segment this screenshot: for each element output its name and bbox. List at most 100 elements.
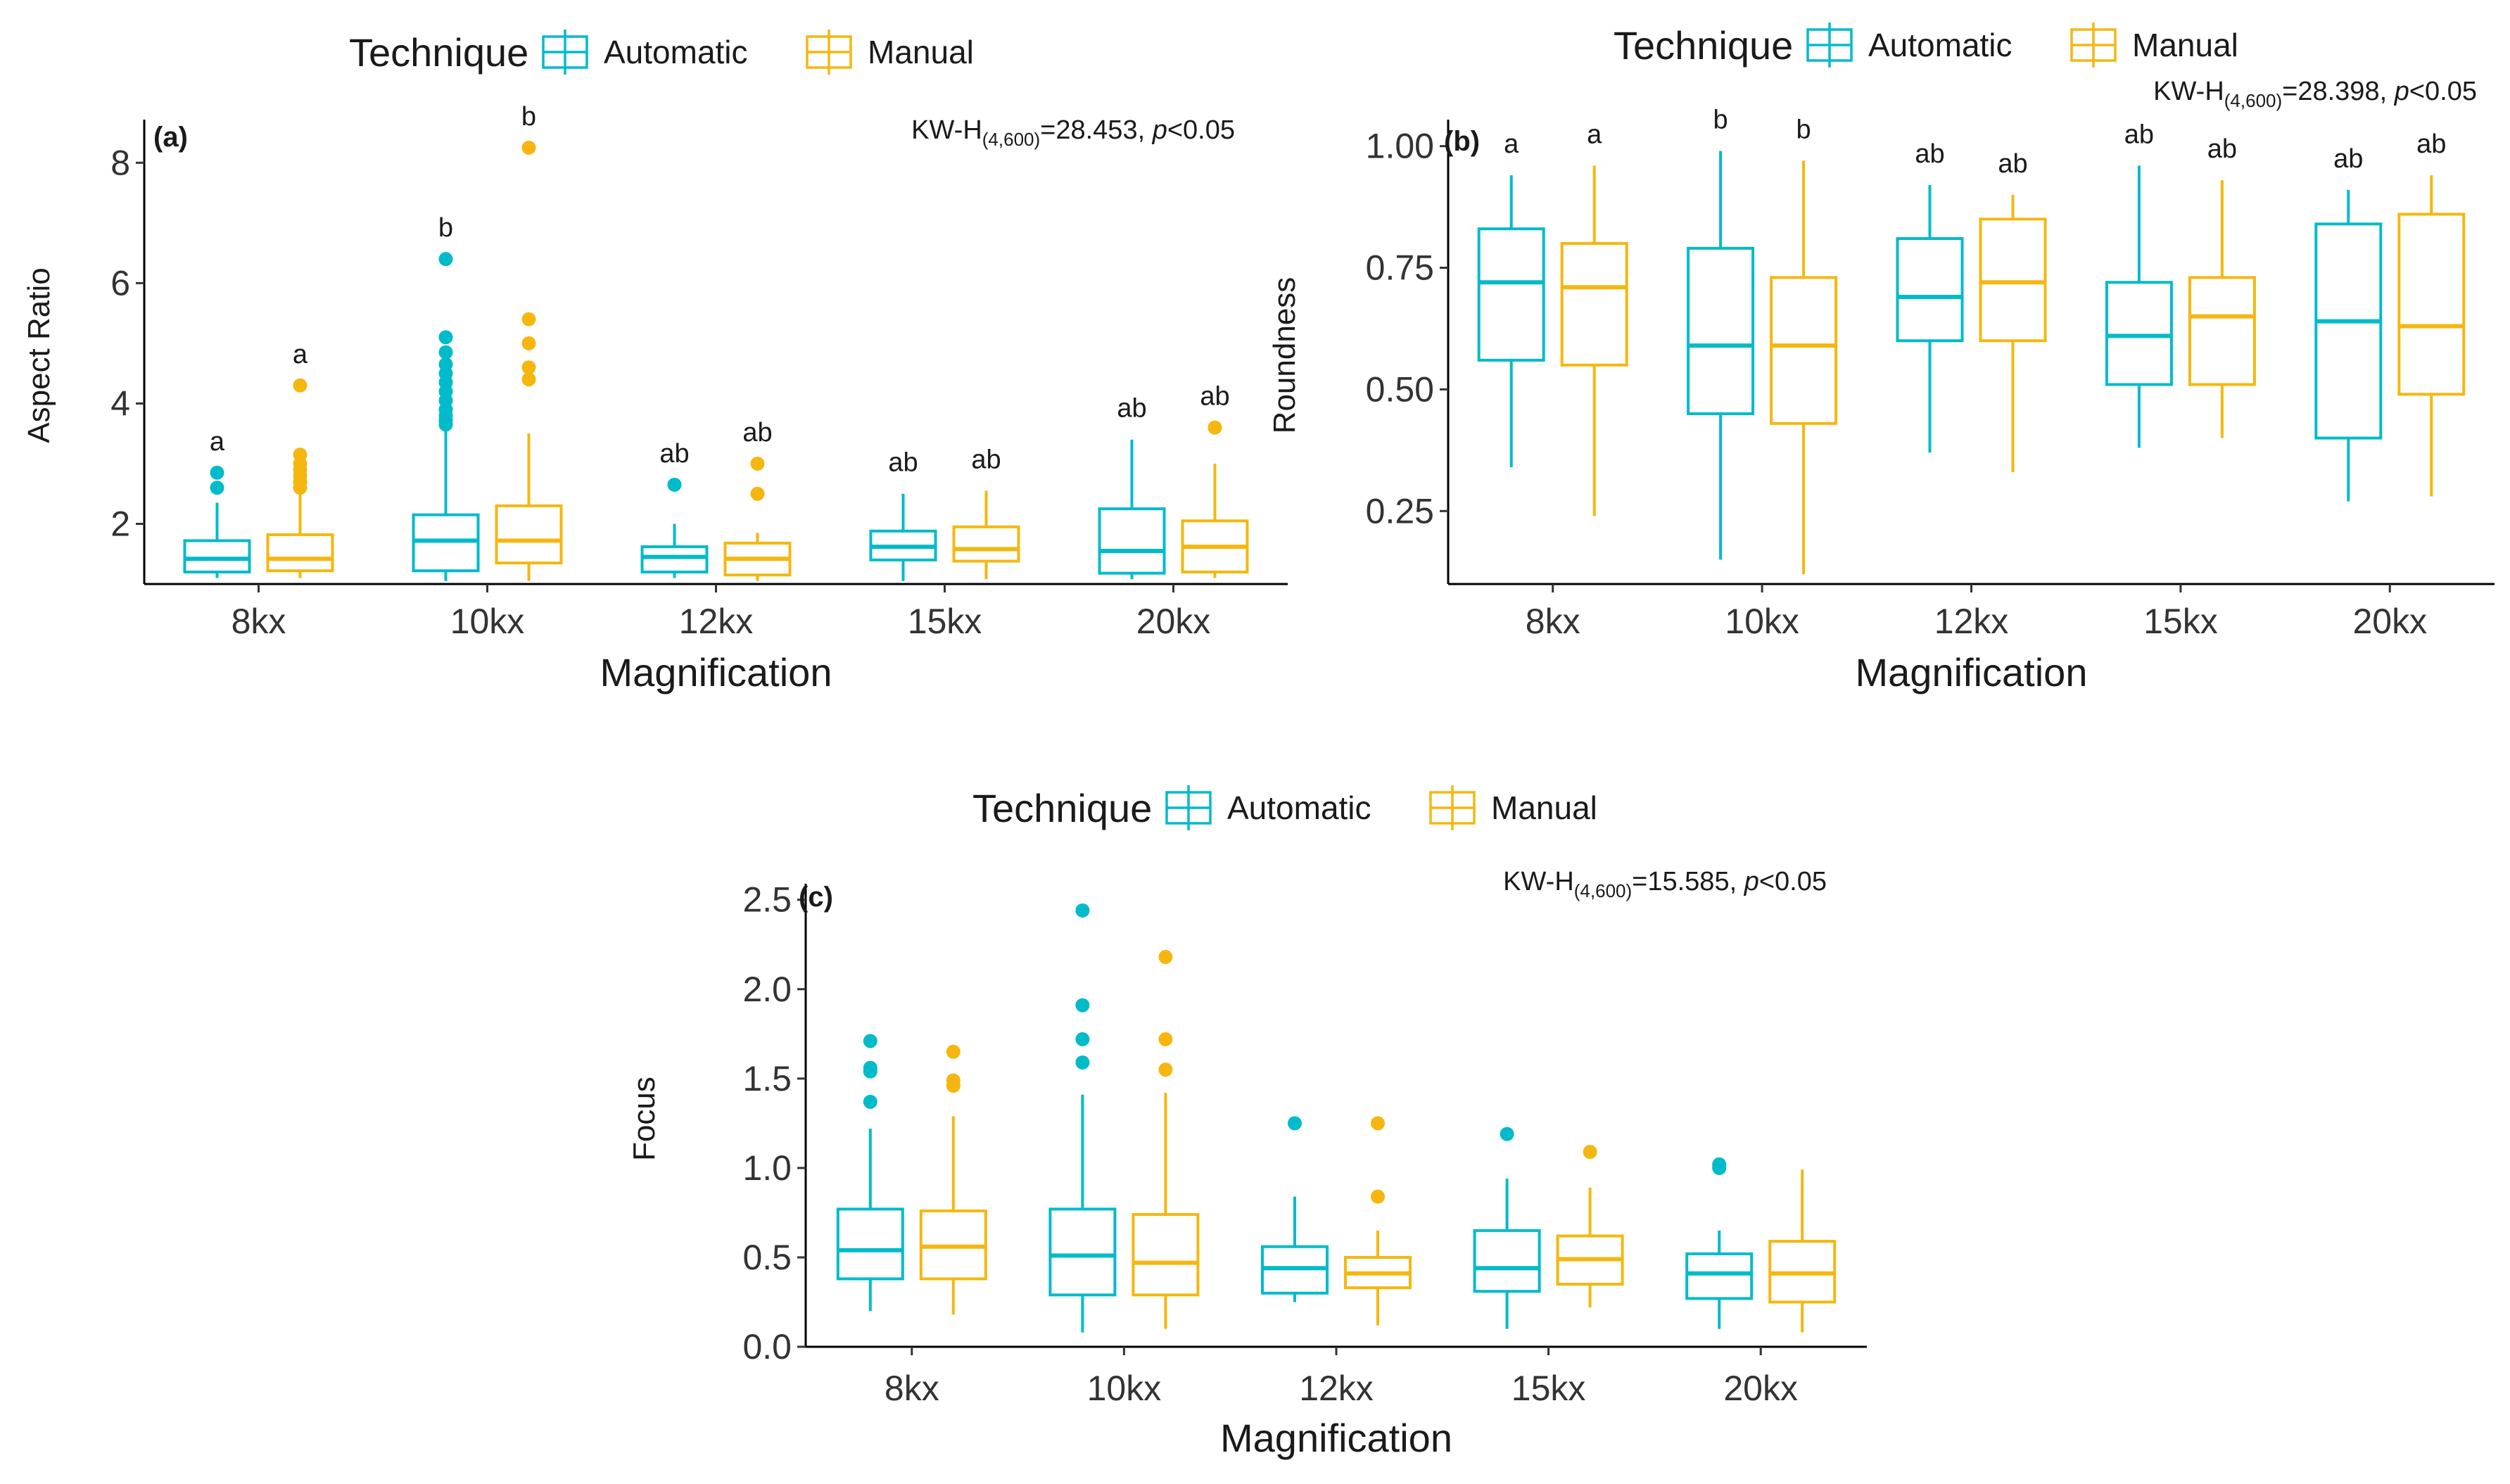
outlier-point: [750, 456, 765, 471]
outlier-point: [521, 336, 536, 350]
box-iqr: [1098, 507, 1166, 575]
x-tick-label: 15kx: [2143, 602, 2218, 641]
outlier-point: [521, 140, 536, 155]
outlier-point: [1075, 1055, 1090, 1070]
y-tick-label: 0.0: [742, 1327, 792, 1366]
outlier-point: [1371, 1116, 1385, 1131]
y-tick-label: 8: [110, 143, 130, 182]
box-iqr: [1770, 276, 1838, 425]
significance-letter: a: [293, 340, 308, 369]
legend-label-automatic: Automatic: [1868, 27, 2013, 63]
box-20kx: ab: [2314, 144, 2383, 502]
outlier-point: [667, 477, 682, 492]
x-tick-label: 12kx: [1299, 1369, 1374, 1408]
box-8kx: a: [183, 427, 251, 578]
box-15kx: ab: [2188, 134, 2256, 438]
box-12kx: [1344, 1116, 1412, 1326]
outlier-point: [521, 312, 536, 326]
significance-letter: ab: [1915, 139, 1944, 169]
box-iqr: [1685, 1252, 1754, 1300]
box-15kx: ab: [952, 445, 1020, 580]
x-tick-label: 10kx: [1087, 1369, 1162, 1408]
x-tick-label: 12kx: [679, 602, 754, 641]
legend-label-automatic: Automatic: [604, 34, 748, 70]
outlier-point: [1288, 1116, 1302, 1131]
outlier-point: [1075, 1032, 1090, 1046]
y-tick-label: 1.5: [742, 1059, 792, 1098]
y-tick-label: 0.5: [742, 1238, 792, 1277]
x-tick-label: 20kx: [2352, 602, 2427, 641]
box-iqr: [952, 525, 1020, 563]
outlier-point: [1075, 998, 1090, 1013]
box-20kx: ab: [1098, 394, 1166, 580]
panel-label: (a): [153, 122, 188, 153]
box-8kx: [836, 1034, 904, 1312]
significance-letter: ab: [2124, 120, 2154, 149]
y-axis-title: Focus: [627, 1077, 661, 1161]
outlier-point: [438, 252, 453, 267]
y-tick-label: 2.5: [742, 880, 792, 920]
kw-statistic: KW-H(4,600)=28.398, p<0.05: [2153, 77, 2477, 111]
y-tick-label: 2.0: [742, 970, 792, 1009]
y-tick-label: 4: [110, 383, 130, 423]
box-iqr: [266, 533, 334, 573]
box-10kx: b: [495, 102, 563, 581]
box-20kx: ab: [2397, 129, 2466, 497]
outlier-point: [521, 360, 536, 375]
legend-key-manual: [806, 30, 852, 75]
legend-label-manual: Manual: [2132, 27, 2238, 63]
y-tick-label: 6: [110, 263, 130, 303]
legend-label-manual: Manual: [1491, 789, 1597, 826]
y-tick-label: 1.0: [742, 1148, 792, 1188]
outlier-point: [210, 481, 224, 495]
x-tick-label: 12kx: [1934, 602, 2009, 641]
box-iqr: [1687, 246, 1755, 415]
outlier-point: [863, 1034, 877, 1048]
kw-statistic: KW-H(4,600)=15.585, p<0.05: [1503, 867, 1827, 901]
legend-key-manual: [2070, 23, 2117, 68]
y-tick-label: 0.50: [1366, 369, 1434, 409]
box-iqr: [2314, 222, 2383, 440]
outlier-point: [946, 1044, 961, 1059]
box-20kx: [1768, 1169, 1837, 1333]
y-tick-label: 1.00: [1366, 127, 1434, 166]
significance-letter: ab: [888, 448, 918, 478]
box-15kx: [1556, 1145, 1624, 1308]
x-tick-label: 20kx: [1136, 602, 1211, 641]
legend-key-automatic: [1806, 23, 1853, 68]
legend-title: Technique: [972, 786, 1152, 830]
box-iqr: [640, 545, 709, 573]
box-iqr: [1048, 1207, 1117, 1297]
box-20kx: ab: [1181, 382, 1249, 578]
x-tick-label: 8kx: [1526, 602, 1580, 641]
x-axis-title: Magnification: [600, 650, 832, 695]
box-12kx: ab: [723, 418, 792, 581]
significance-letter: a: [1504, 129, 1519, 159]
x-tick-label: 15kx: [908, 602, 982, 641]
legend-key-automatic: [1165, 785, 1212, 830]
kw-statistic: KW-H(4,600)=28.453, p<0.05: [911, 115, 1235, 150]
box-10kx: [1048, 903, 1117, 1333]
significance-letter: ab: [1998, 149, 2027, 179]
box-12kx: ab: [1896, 139, 1964, 453]
outlier-point: [438, 357, 453, 372]
legend: Technique Automatic Manual: [1614, 23, 2238, 68]
x-tick-label: 8kx: [232, 602, 286, 641]
box-iqr: [1132, 1212, 1200, 1297]
x-axis-title: Magnification: [1856, 650, 2088, 695]
box-8kx: a: [266, 340, 334, 578]
box-iqr: [2397, 213, 2466, 396]
x-tick-label: 20kx: [1723, 1369, 1798, 1408]
outlier-point: [1583, 1145, 1597, 1160]
outlier-point: [293, 378, 308, 393]
significance-letter: ab: [2416, 129, 2446, 159]
legend-label-automatic: Automatic: [1227, 789, 1371, 826]
significance-letter: b: [1796, 115, 1811, 144]
outlier-point: [438, 330, 453, 345]
box-iqr: [1896, 237, 1964, 343]
legend-label-manual: Manual: [868, 34, 974, 70]
box-15kx: ab: [869, 448, 937, 581]
